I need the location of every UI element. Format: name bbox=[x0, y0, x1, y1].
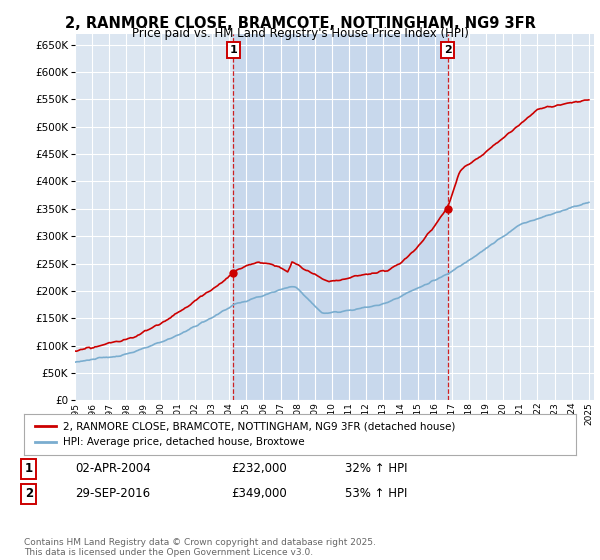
Text: Contains HM Land Registry data © Crown copyright and database right 2025.
This d: Contains HM Land Registry data © Crown c… bbox=[24, 538, 376, 557]
Text: £232,000: £232,000 bbox=[231, 462, 287, 475]
Bar bbox=[233, 34, 448, 400]
Text: 02-APR-2004: 02-APR-2004 bbox=[75, 462, 151, 475]
Text: 2: 2 bbox=[25, 487, 33, 501]
Text: 29-SEP-2016: 29-SEP-2016 bbox=[75, 487, 150, 501]
Text: 32% ↑ HPI: 32% ↑ HPI bbox=[345, 462, 407, 475]
Text: £349,000: £349,000 bbox=[231, 487, 287, 501]
Legend: 2, RANMORE CLOSE, BRAMCOTE, NOTTINGHAM, NG9 3FR (detached house), HPI: Average p: 2, RANMORE CLOSE, BRAMCOTE, NOTTINGHAM, … bbox=[29, 416, 461, 454]
Text: 2: 2 bbox=[443, 45, 451, 55]
Text: 2, RANMORE CLOSE, BRAMCOTE, NOTTINGHAM, NG9 3FR: 2, RANMORE CLOSE, BRAMCOTE, NOTTINGHAM, … bbox=[65, 16, 535, 31]
Text: 1: 1 bbox=[230, 45, 238, 55]
Text: 1: 1 bbox=[25, 462, 33, 475]
Text: 53% ↑ HPI: 53% ↑ HPI bbox=[345, 487, 407, 501]
Text: Price paid vs. HM Land Registry's House Price Index (HPI): Price paid vs. HM Land Registry's House … bbox=[131, 27, 469, 40]
